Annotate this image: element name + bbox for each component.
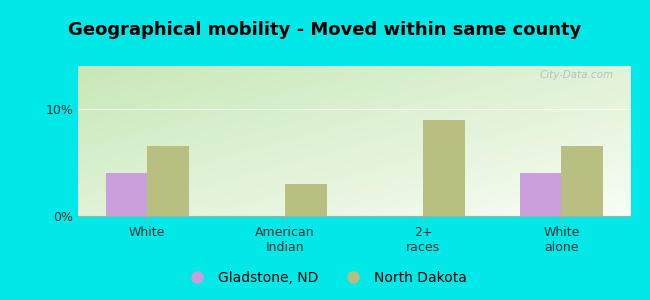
Bar xyxy=(520,173,562,216)
Bar xyxy=(423,120,465,216)
Bar xyxy=(105,173,147,216)
Text: Geographical mobility - Moved within same county: Geographical mobility - Moved within sam… xyxy=(68,21,582,39)
Bar xyxy=(285,184,326,216)
Text: City-Data.com: City-Data.com xyxy=(540,70,614,80)
Legend: Gladstone, ND, North Dakota: Gladstone, ND, North Dakota xyxy=(177,265,473,290)
Bar xyxy=(147,146,188,216)
Bar xyxy=(562,146,603,216)
